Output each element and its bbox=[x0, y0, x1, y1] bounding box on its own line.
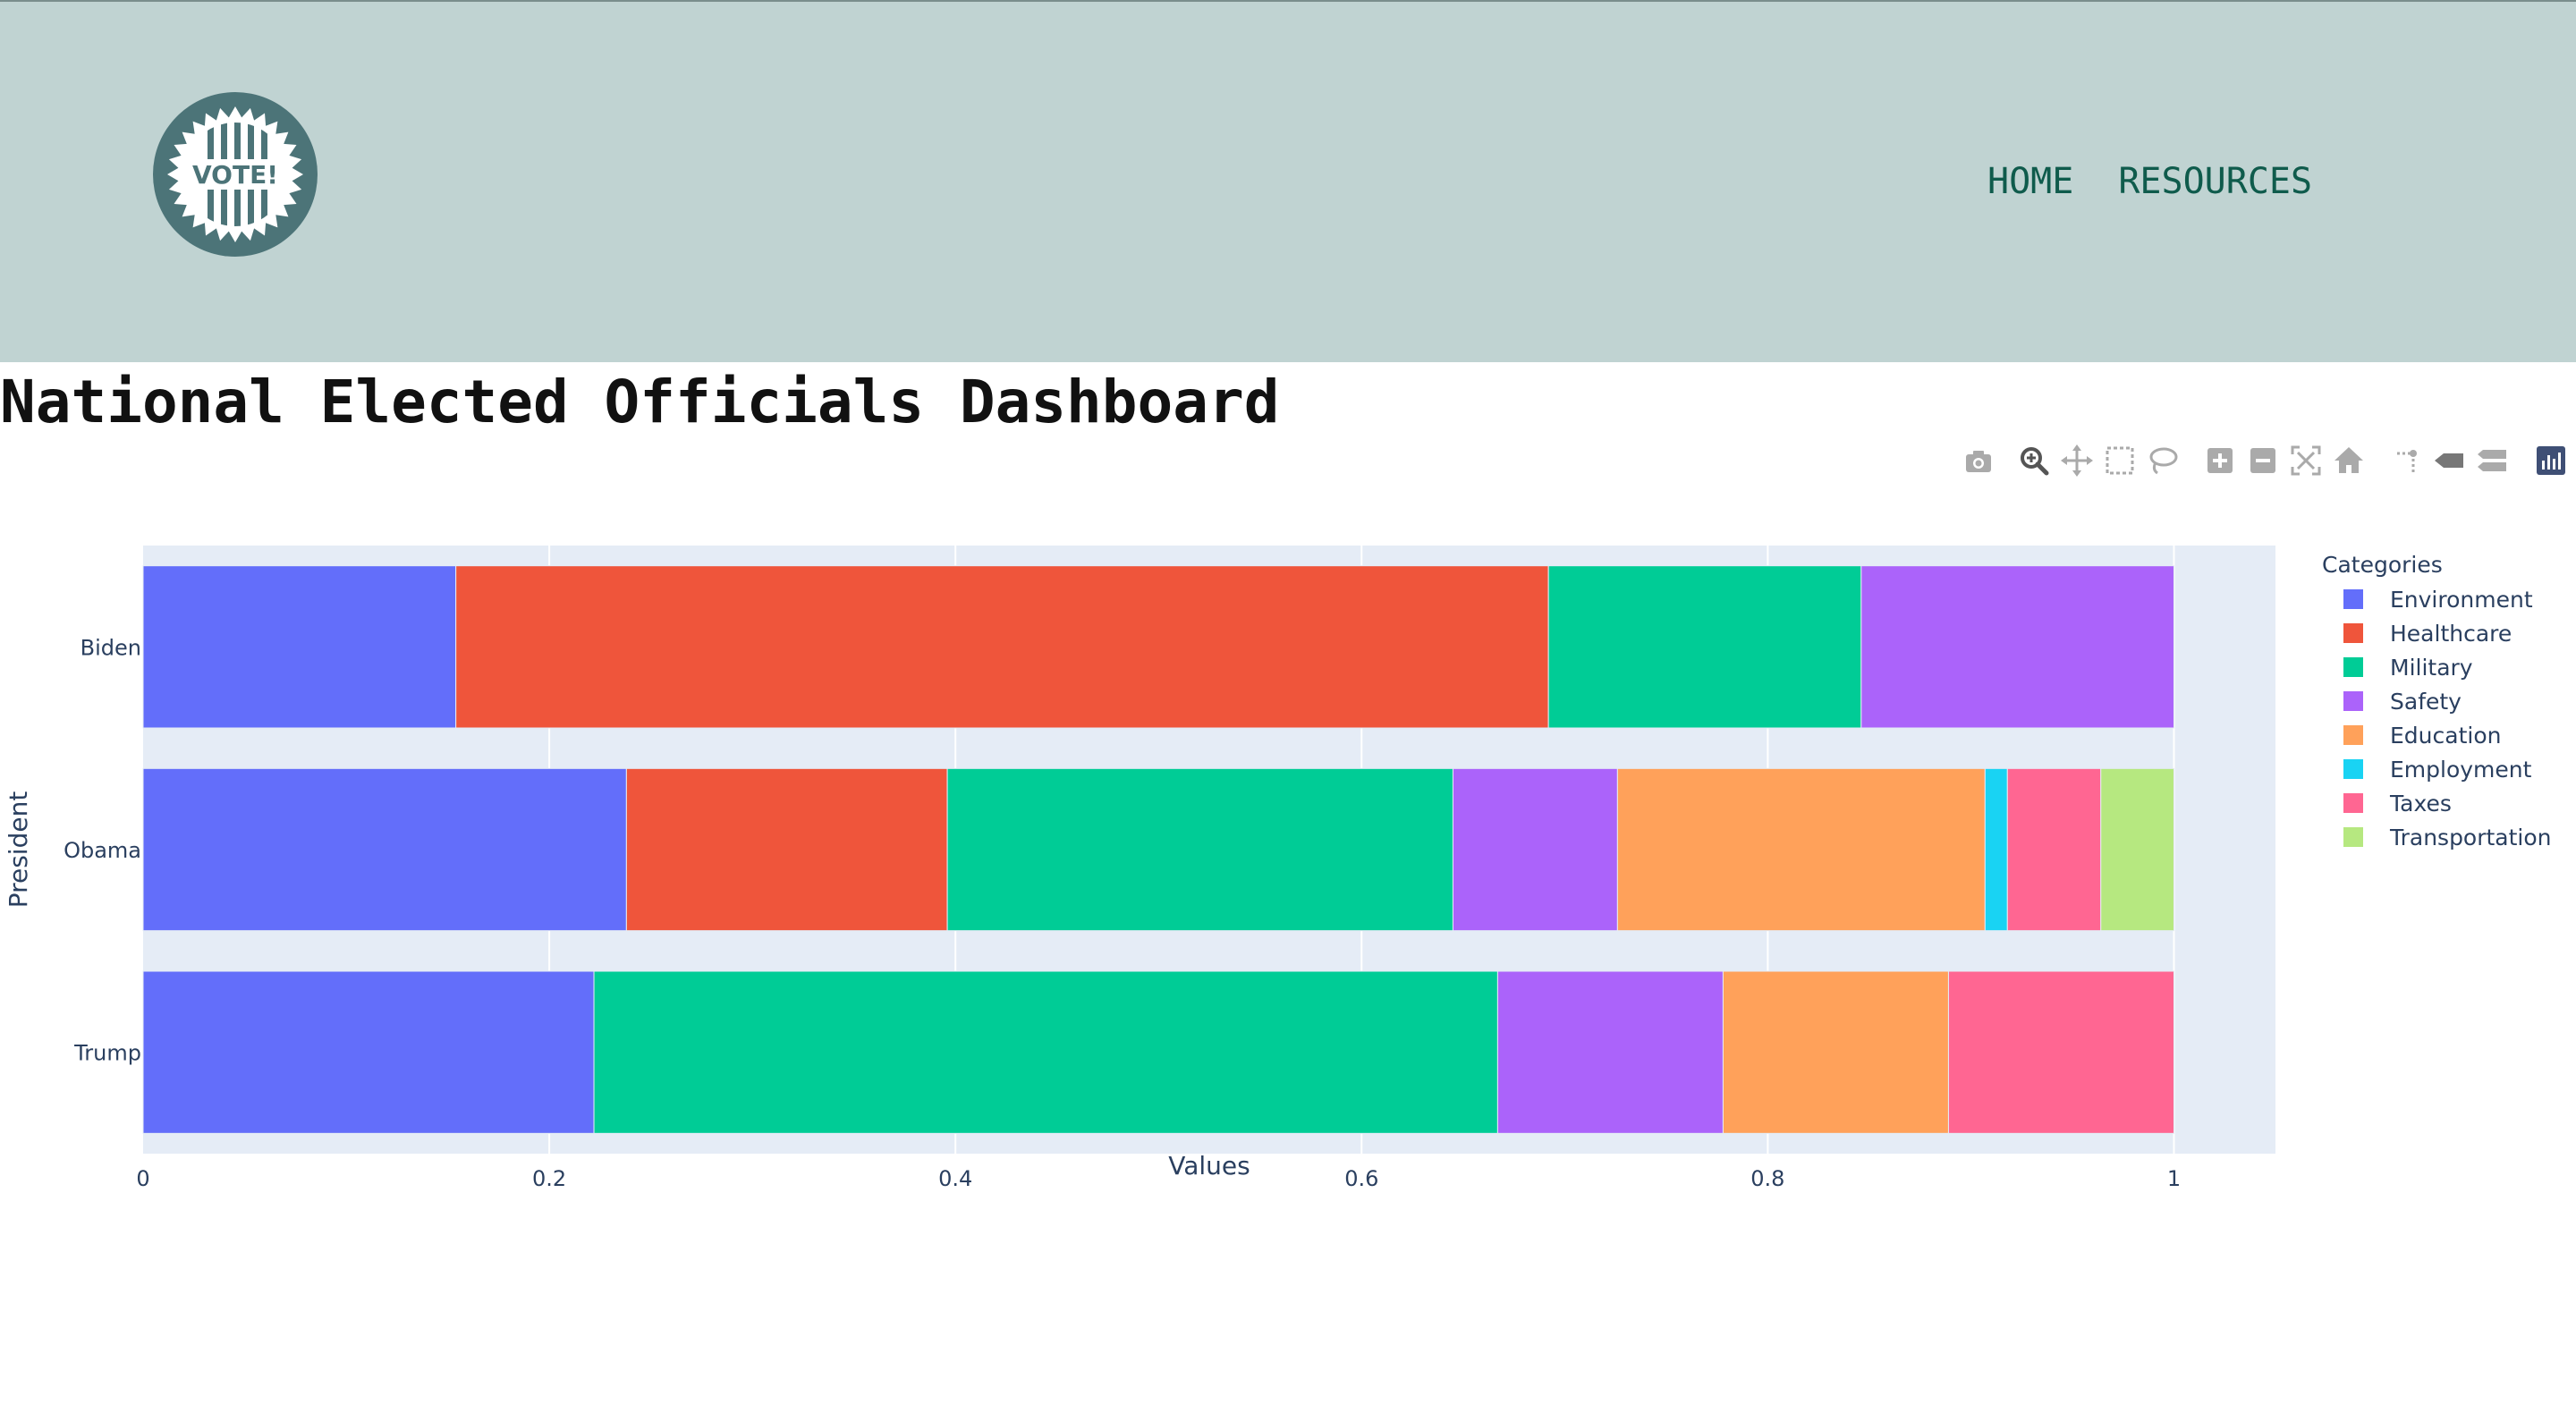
legend-title: Categories bbox=[2322, 552, 2443, 578]
site-header: VOTE! HOME RESOURCES bbox=[0, 0, 2576, 362]
lasso-select-icon[interactable] bbox=[2145, 443, 2181, 478]
bar-obama-education[interactable] bbox=[1616, 767, 1986, 932]
reset-axes-icon[interactable] bbox=[2331, 443, 2367, 478]
y-tick-label: Biden bbox=[80, 635, 141, 660]
bar-trump-safety[interactable] bbox=[1496, 970, 1724, 1134]
x-tick-label: 0 bbox=[136, 1166, 149, 1191]
bar-obama-employment[interactable] bbox=[1984, 767, 2008, 932]
legend-item-taxes[interactable]: Taxes bbox=[2343, 791, 2452, 816]
legend-swatch bbox=[2343, 793, 2363, 813]
chart-legend: Categories Environment Healthcare Military… bbox=[2322, 552, 2552, 850]
bar-obama-transportation[interactable] bbox=[2100, 767, 2174, 932]
legend-label: Education bbox=[2390, 723, 2501, 749]
bar-trump-military[interactable] bbox=[593, 970, 1498, 1134]
bar-biden-military[interactable] bbox=[1547, 565, 1862, 729]
y-tick-label: Obama bbox=[64, 838, 141, 863]
bar-obama-military[interactable] bbox=[946, 767, 1453, 932]
autoscale-icon[interactable] bbox=[2288, 443, 2324, 478]
bar-trump-education[interactable] bbox=[1722, 970, 1949, 1134]
legend-item-education[interactable]: Education bbox=[2343, 723, 2501, 749]
legend-item-environment[interactable]: Environment bbox=[2343, 587, 2533, 613]
x-tick-label: 0.4 bbox=[938, 1166, 972, 1191]
legend-label: Healthcare bbox=[2390, 621, 2512, 647]
vote-logo[interactable]: VOTE! bbox=[152, 91, 318, 258]
camera-icon[interactable] bbox=[1961, 443, 1996, 478]
box-select-icon[interactable] bbox=[2102, 443, 2138, 478]
bar-obama-healthcare[interactable] bbox=[625, 767, 948, 932]
logo-text: VOTE! bbox=[192, 160, 278, 190]
zoom-in-icon[interactable] bbox=[2202, 443, 2238, 478]
bar-biden-healthcare[interactable] bbox=[455, 565, 1549, 729]
legend-item-employment[interactable]: Employment bbox=[2343, 757, 2532, 783]
legend-label: Military bbox=[2390, 655, 2473, 681]
bar-obama-safety[interactable] bbox=[1452, 767, 1618, 932]
bar-biden-safety[interactable] bbox=[1860, 565, 2174, 729]
legend-swatch bbox=[2343, 725, 2363, 745]
legend-item-transportation[interactable]: Transportation bbox=[2343, 825, 2552, 850]
legend-swatch bbox=[2343, 691, 2363, 711]
legend-swatch bbox=[2343, 759, 2363, 779]
plotly-logo-icon[interactable] bbox=[2533, 443, 2569, 478]
pan-icon[interactable] bbox=[2059, 443, 2095, 478]
legend-item-military[interactable]: Military bbox=[2343, 655, 2473, 681]
legend-swatch bbox=[2343, 827, 2363, 847]
y-axis-title: President bbox=[4, 791, 33, 909]
bar-biden-environment[interactable] bbox=[142, 565, 457, 729]
legend-label: Taxes bbox=[2389, 791, 2452, 816]
page-title: National Elected Officials Dashboard bbox=[0, 368, 1280, 436]
stacked-bar-chart: Trump Obama Biden 0 0.2 0.4 0.6 0.8 1 Values Pr… bbox=[4, 546, 2552, 1191]
legend-label: Environment bbox=[2390, 587, 2533, 613]
nav-home-link[interactable]: HOME bbox=[1987, 161, 2074, 202]
legend-swatch bbox=[2343, 657, 2363, 677]
legend-item-healthcare[interactable]: Healthcare bbox=[2343, 621, 2512, 647]
legend-label: Employment bbox=[2390, 757, 2532, 783]
zoom-out-icon[interactable] bbox=[2245, 443, 2281, 478]
x-tick-label: 1 bbox=[2167, 1166, 2181, 1191]
bar-trump-taxes[interactable] bbox=[1947, 970, 2174, 1134]
y-tick-label: Trump bbox=[73, 1041, 141, 1066]
bar-obama-environment[interactable] bbox=[142, 767, 627, 932]
chart-modebar bbox=[1950, 443, 2576, 482]
legend-label: Transportation bbox=[2389, 825, 2552, 850]
legend-label: Safety bbox=[2390, 689, 2462, 715]
bar-trump-environment[interactable] bbox=[142, 970, 595, 1134]
bar-obama-taxes[interactable] bbox=[2006, 767, 2102, 932]
legend-swatch bbox=[2343, 623, 2363, 643]
legend-item-safety[interactable]: Safety bbox=[2343, 689, 2462, 715]
legend-swatch bbox=[2343, 589, 2363, 609]
main-nav: HOME RESOURCES bbox=[1987, 161, 2312, 202]
hover-compare-icon[interactable] bbox=[2474, 443, 2510, 478]
x-tick-label: 0.2 bbox=[532, 1166, 566, 1191]
spike-lines-icon[interactable] bbox=[2388, 443, 2424, 478]
nav-resources-link[interactable]: RESOURCES bbox=[2118, 161, 2313, 202]
x-tick-label: 0.8 bbox=[1750, 1166, 1784, 1191]
zoom-icon[interactable] bbox=[2016, 443, 2052, 478]
x-tick-label: 0.6 bbox=[1344, 1166, 1378, 1191]
hover-closest-icon[interactable] bbox=[2431, 443, 2467, 478]
x-axis-title: Values bbox=[1168, 1151, 1250, 1180]
